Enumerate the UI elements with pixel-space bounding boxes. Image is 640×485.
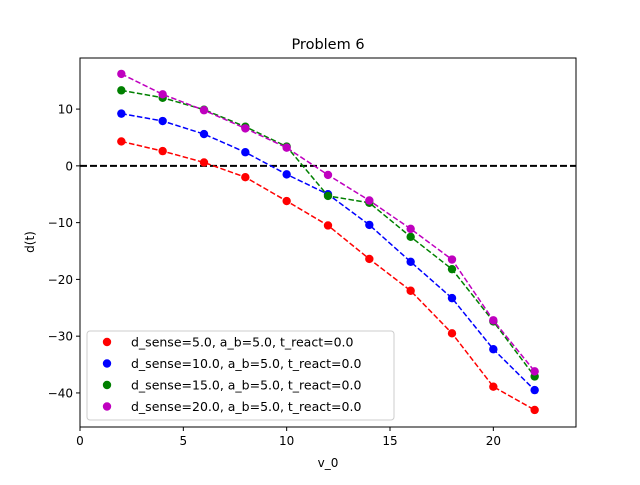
legend-label-1: d_sense=5.0, a_b=5.0, t_react=0.0 xyxy=(131,335,353,350)
series-2-point xyxy=(447,293,457,303)
legend-box xyxy=(86,330,395,421)
series-1-point xyxy=(447,329,457,338)
axis-ticks: 0 5 10 15 20 −40 −30 −20 −10 0 10 xyxy=(48,103,501,448)
series-2-point xyxy=(158,116,167,126)
series-1-point xyxy=(241,173,250,182)
series-3-point xyxy=(117,86,126,95)
legend-label-3: d_sense=15.0, a_b=5.0, t_react=0.0 xyxy=(131,378,361,393)
series-1-point xyxy=(489,382,498,391)
series-1-point xyxy=(158,146,167,156)
series-4-point xyxy=(406,224,415,234)
series-2-point xyxy=(406,257,415,267)
legend-marker-4 xyxy=(102,402,112,411)
series-2-point xyxy=(365,220,374,230)
y-tick-label: 0 xyxy=(65,159,73,173)
legend-label-4: d_sense=20.0, a_b=5.0, t_react=0.0 xyxy=(131,399,361,414)
axes-frame xyxy=(79,57,577,428)
legend: d_sense=5.0, a_b=5.0, t_react=0.0 d_sense… xyxy=(86,330,395,421)
y-axis-label: d(t) xyxy=(23,231,37,253)
series-4-point xyxy=(241,124,250,133)
series-2-point xyxy=(241,148,250,157)
series-1-point xyxy=(530,405,539,415)
plot-area xyxy=(80,69,576,415)
y-tick-label: −30 xyxy=(48,330,73,344)
series-3-point xyxy=(323,191,333,201)
series-2-point xyxy=(199,129,209,139)
series-1-point xyxy=(406,286,415,295)
y-tick-label: −20 xyxy=(48,273,73,287)
x-tick-label: 20 xyxy=(486,434,501,448)
x-tick-label: 10 xyxy=(279,434,294,448)
series-4-point xyxy=(158,90,167,99)
series-4-point xyxy=(447,255,457,264)
series-3-point xyxy=(406,232,415,242)
series-4-point xyxy=(282,143,291,152)
series-1-point xyxy=(365,254,374,264)
series-2-point xyxy=(282,170,291,179)
series-4-point xyxy=(323,170,333,180)
series-1-point xyxy=(199,158,209,167)
series-4-point xyxy=(365,196,374,205)
x-tick-label: 15 xyxy=(382,434,397,448)
series-3-point xyxy=(447,264,457,274)
chart-title: Problem 6 xyxy=(291,37,364,53)
legend-marker-2 xyxy=(102,359,112,368)
series-4-point xyxy=(117,69,126,79)
y-tick-label: −10 xyxy=(48,216,73,230)
series-1-point xyxy=(117,137,126,146)
legend-label-2: d_sense=10.0, a_b=5.0, t_react=0.0 xyxy=(131,356,361,371)
series-2-point xyxy=(489,345,498,354)
x-axis-label: v_0 xyxy=(318,456,339,470)
legend-marker-3 xyxy=(102,380,112,390)
series-1-point xyxy=(282,196,291,206)
series-4-point xyxy=(530,367,539,376)
series-4-point xyxy=(489,316,498,325)
x-tick-label: 5 xyxy=(180,434,188,448)
series-4-point xyxy=(199,106,209,115)
series-2-point xyxy=(530,385,539,395)
series-1-point xyxy=(323,221,333,230)
series-2-point xyxy=(117,109,126,118)
x-tick-label: 0 xyxy=(76,434,84,448)
legend-marker-1 xyxy=(102,337,112,347)
y-tick-label: −40 xyxy=(48,386,73,400)
y-tick-label: 10 xyxy=(58,103,73,117)
